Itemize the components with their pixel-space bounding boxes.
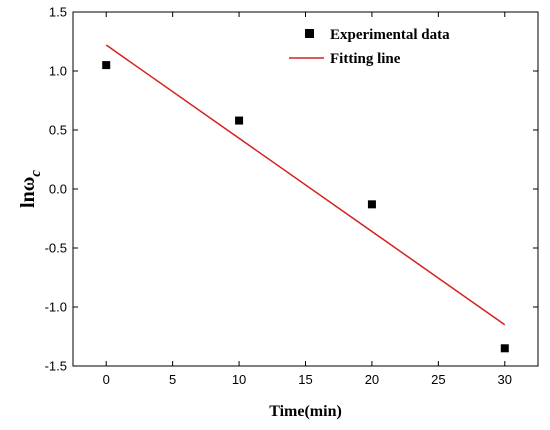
ticks: 0 5 10 15 20 25 30 1.5 1.0 0.5 0.0 -0.5 -1.0 -1.5 [45, 5, 538, 387]
x-tick-label: 5 [169, 372, 176, 387]
x-tick-label: 20 [365, 372, 379, 387]
plot-frame [72, 11, 539, 367]
y-axis-title-subscript: c [28, 170, 44, 177]
y-tick-label: 0.0 [49, 182, 67, 197]
x-tick-label: 30 [498, 372, 512, 387]
y-tick-label: 1.5 [49, 5, 67, 20]
y-tick-label: -0.5 [45, 241, 67, 256]
legend-label-experimental: Experimental data [330, 27, 450, 43]
legend-marker-experimental [305, 29, 314, 38]
y-axis-title-main: lnω [17, 177, 39, 208]
data-layer [102, 44, 509, 353]
legend: Experimental data Fitting line [289, 27, 450, 67]
x-tick-label: 10 [232, 372, 246, 387]
x-tick-label: 0 [103, 372, 110, 387]
y-tick-label: -1.0 [45, 300, 67, 315]
y-tick-label: -1.5 [45, 359, 67, 374]
x-tick-label: 25 [431, 372, 445, 387]
data-point [367, 200, 376, 209]
data-point [235, 116, 244, 125]
x-tick-label: 15 [298, 372, 312, 387]
y-tick-label: 1.0 [49, 64, 67, 79]
y-tick-label: 0.5 [49, 123, 67, 138]
data-point [102, 61, 111, 70]
x-axis-title: Time(min) [269, 403, 342, 420]
plot-area [72, 11, 539, 367]
legend-label-fitting: Fitting line [330, 51, 401, 67]
y-axis-title: lnωc [17, 170, 44, 208]
fitting-line [105, 44, 506, 326]
data-point [500, 344, 509, 353]
